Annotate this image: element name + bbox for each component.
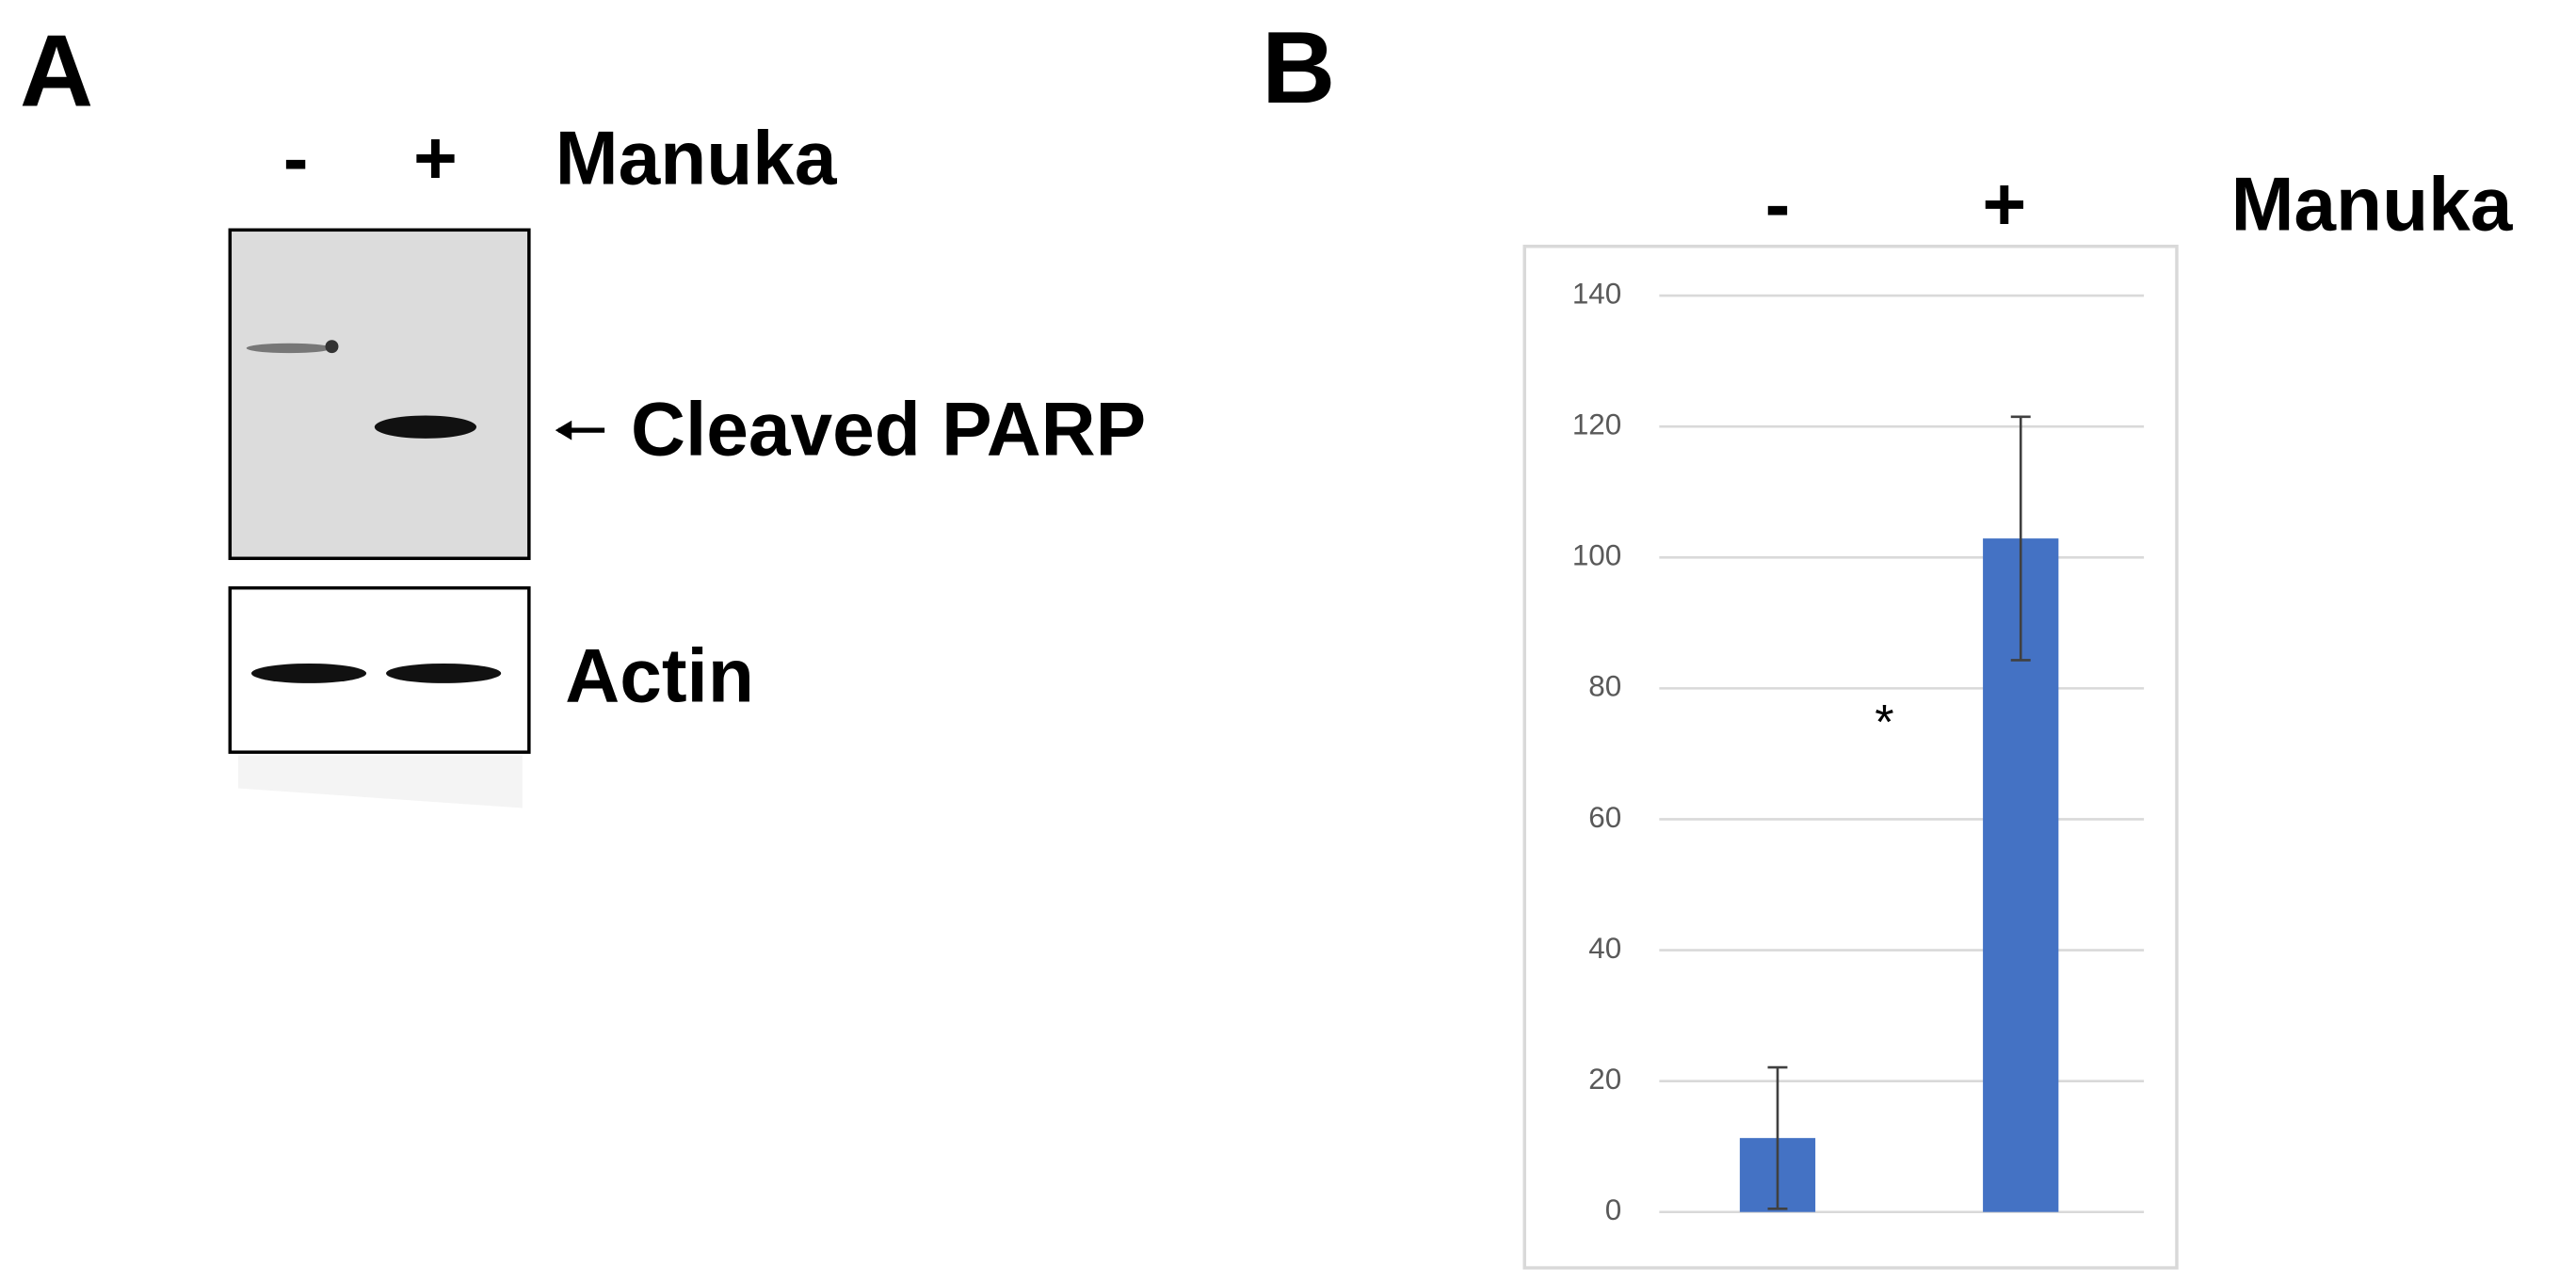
chart-frame <box>1522 245 2179 1270</box>
error-bar <box>2010 415 2031 662</box>
y-tick-label: 140 <box>1572 277 1621 310</box>
lane-label: - <box>283 117 309 201</box>
annotation: * <box>1875 696 1893 750</box>
band-label: Cleaved PARP <box>631 388 1146 472</box>
y-tick-label: 60 <box>1588 801 1621 834</box>
band-label: Actin <box>565 633 754 718</box>
y-tick-label: 120 <box>1572 408 1621 440</box>
y-tick-label: 100 <box>1572 539 1621 572</box>
x-tick-label: + <box>1982 163 2026 248</box>
panel-label: A <box>20 13 93 127</box>
y-tick-label: 40 <box>1588 932 1621 965</box>
category-title: Manuka <box>2231 163 2514 248</box>
lane-label: + <box>413 117 458 201</box>
y-tick-label: 20 <box>1588 1063 1621 1096</box>
treatment-label: Manuka <box>555 117 838 201</box>
panel-label: B <box>1262 10 1335 124</box>
y-tick-label: 0 <box>1605 1193 1621 1226</box>
error-bar <box>1767 1065 1788 1210</box>
y-tick-label: 80 <box>1588 670 1621 703</box>
plot: 0 20 40 60 80 100 120 140 - + * <box>1572 163 2145 1226</box>
x-tick-label: - <box>1765 163 1791 248</box>
blot-image <box>228 228 605 808</box>
